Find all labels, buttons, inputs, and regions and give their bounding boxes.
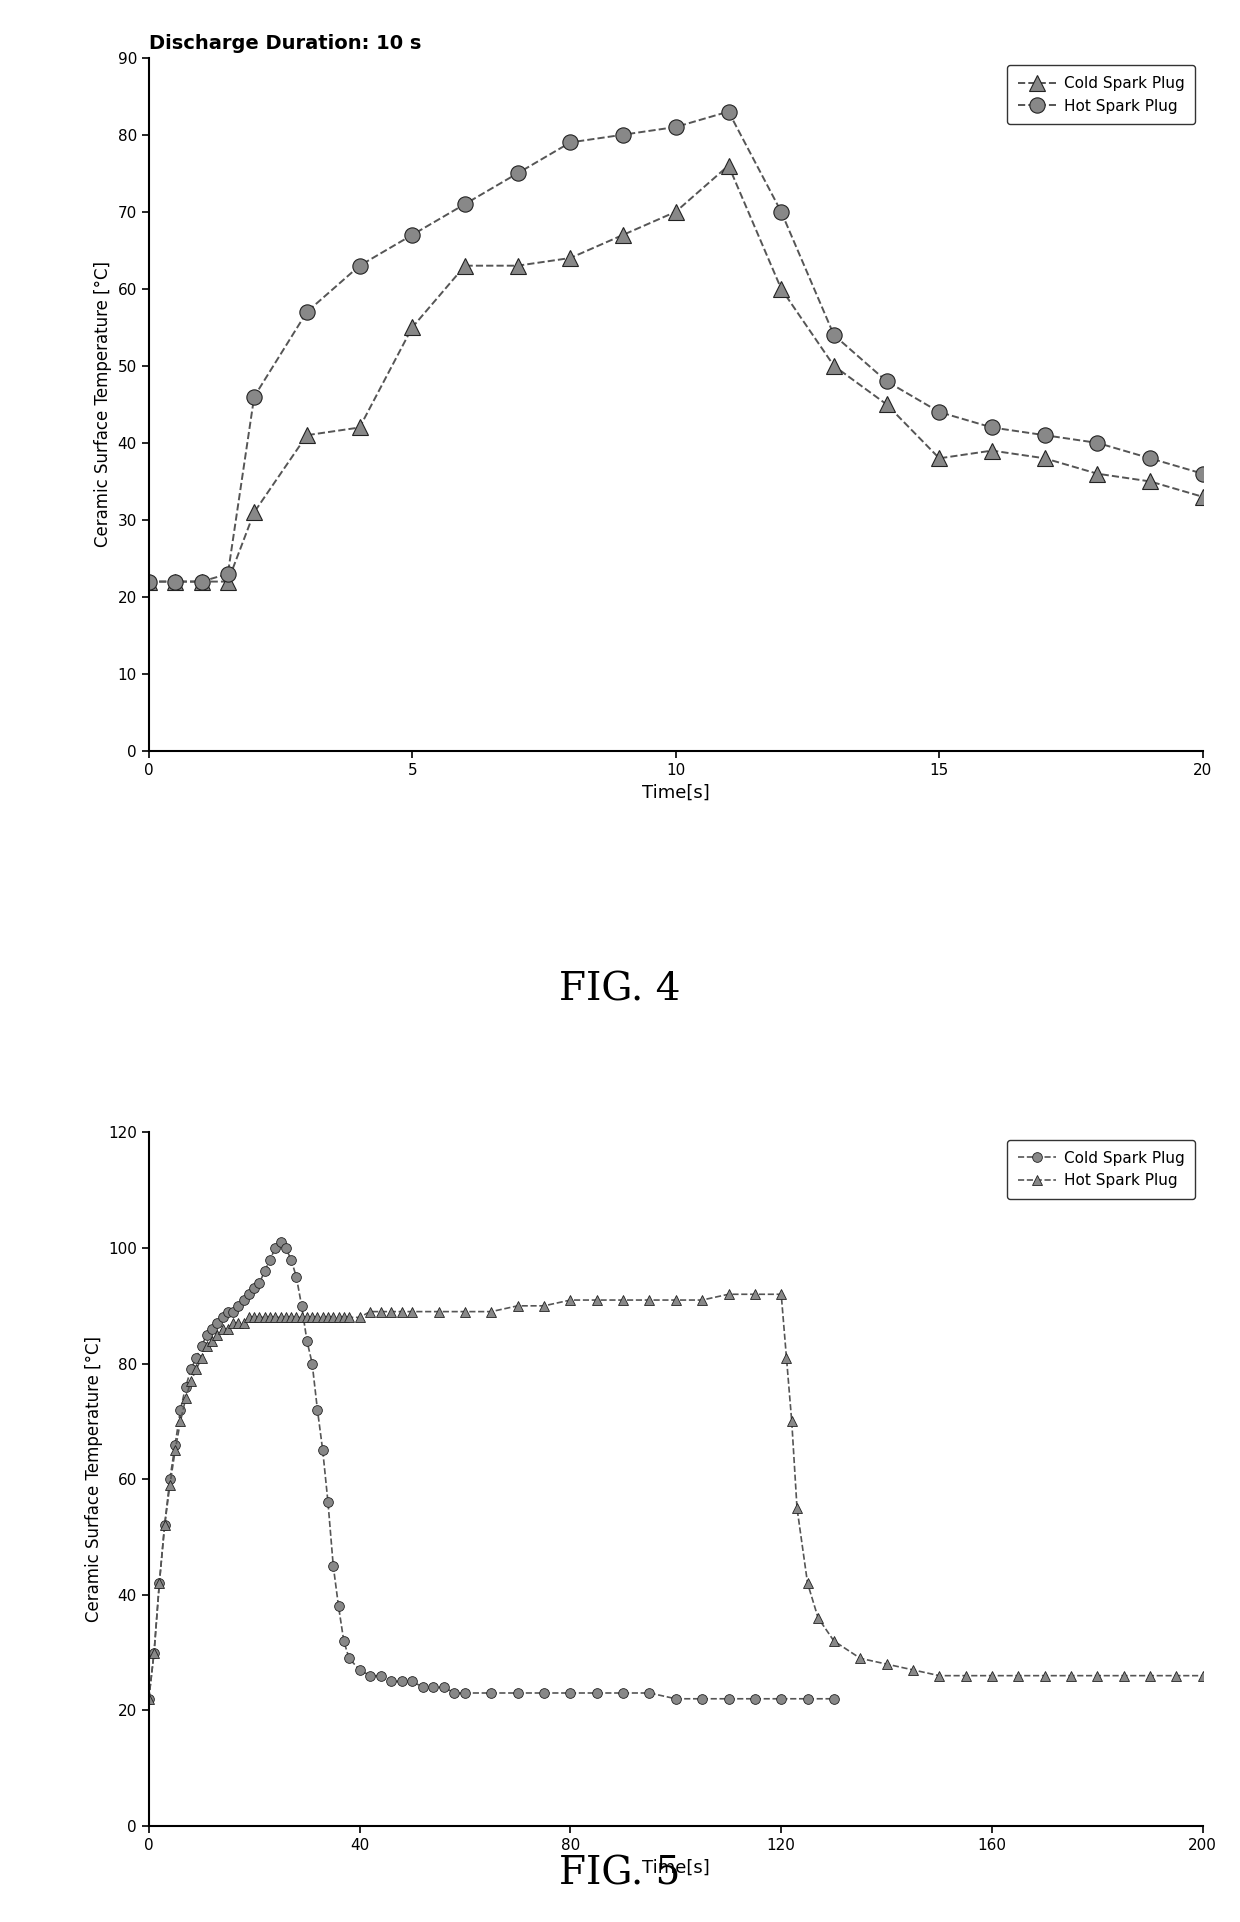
Hot Spark Plug (668, 115, 683, 138)
Hot Spark Plug (722, 1282, 737, 1305)
Hot Spark Plug (242, 1305, 257, 1328)
Legend: Cold Spark Plug, Hot Spark Plug: Cold Spark Plug, Hot Spark Plug (1007, 65, 1195, 125)
Hot Spark Plug (1037, 423, 1052, 446)
Hot Spark Plug (826, 323, 841, 346)
Cold Spark Plug (458, 254, 472, 277)
Cold Spark Plug (774, 277, 789, 300)
Hot Spark Plug (221, 563, 236, 586)
Text: Discharge Duration: 10 s: Discharge Duration: 10 s (149, 35, 422, 54)
Hot Spark Plug (141, 1688, 156, 1711)
Cold Spark Plug (826, 354, 841, 377)
Hot Spark Plug (458, 192, 472, 215)
X-axis label: Time[s]: Time[s] (642, 1859, 709, 1876)
Cold Spark Plug (932, 446, 947, 469)
Cold Spark Plug (310, 1399, 325, 1422)
Text: FIG. 4: FIG. 4 (559, 971, 681, 1009)
Cold Spark Plug (1037, 446, 1052, 469)
Hot Spark Plug (305, 1305, 320, 1328)
Hot Spark Plug (1195, 1664, 1210, 1688)
Cold Spark Plug (331, 1595, 346, 1618)
Y-axis label: Ceramic Surface Temperature [°C]: Ceramic Surface Temperature [°C] (94, 261, 112, 548)
Cold Spark Plug (384, 1670, 399, 1693)
Cold Spark Plug (284, 1247, 299, 1270)
Hot Spark Plug (774, 1282, 789, 1305)
Cold Spark Plug (511, 254, 526, 277)
Cold Spark Plug (184, 1357, 198, 1380)
Hot Spark Plug (252, 1305, 267, 1328)
Line: Cold Spark Plug: Cold Spark Plug (141, 158, 1210, 590)
Hot Spark Plug (352, 254, 367, 277)
Hot Spark Plug (932, 400, 947, 423)
Hot Spark Plug (1143, 446, 1158, 469)
Cold Spark Plug (1143, 469, 1158, 492)
Cold Spark Plug (404, 315, 419, 338)
Hot Spark Plug (616, 123, 631, 146)
Hot Spark Plug (193, 571, 208, 594)
Cold Spark Plug (1090, 461, 1105, 484)
Cold Spark Plug (221, 571, 236, 594)
Hot Spark Plug (247, 384, 262, 407)
Y-axis label: Ceramic Surface Temperature [°C]: Ceramic Surface Temperature [°C] (84, 1336, 103, 1622)
Cold Spark Plug (167, 571, 182, 594)
Hot Spark Plug (774, 200, 789, 223)
Hot Spark Plug (310, 1305, 325, 1328)
Hot Spark Plug (1195, 461, 1210, 484)
X-axis label: Time[s]: Time[s] (642, 784, 709, 801)
Cold Spark Plug (616, 223, 631, 246)
Cold Spark Plug (722, 154, 737, 177)
Text: FIG. 5: FIG. 5 (559, 1855, 681, 1893)
Cold Spark Plug (141, 571, 156, 594)
Hot Spark Plug (299, 300, 314, 323)
Cold Spark Plug (299, 423, 314, 446)
Hot Spark Plug (1090, 431, 1105, 454)
Hot Spark Plug (722, 100, 737, 123)
Line: Hot Spark Plug: Hot Spark Plug (141, 104, 1210, 590)
Cold Spark Plug (247, 502, 262, 525)
Hot Spark Plug (985, 415, 999, 438)
Cold Spark Plug (826, 1688, 841, 1711)
Cold Spark Plug (193, 571, 208, 594)
Line: Hot Spark Plug: Hot Spark Plug (144, 1290, 1208, 1703)
Hot Spark Plug (879, 369, 894, 392)
Cold Spark Plug (273, 1230, 288, 1253)
Cold Spark Plug (985, 438, 999, 461)
Cold Spark Plug (668, 200, 683, 223)
Legend: Cold Spark Plug, Hot Spark Plug: Cold Spark Plug, Hot Spark Plug (1007, 1140, 1195, 1199)
Cold Spark Plug (563, 246, 578, 269)
Cold Spark Plug (141, 1688, 156, 1711)
Cold Spark Plug (352, 415, 367, 438)
Hot Spark Plug (404, 223, 419, 246)
Cold Spark Plug (1195, 484, 1210, 507)
Hot Spark Plug (511, 161, 526, 185)
Cold Spark Plug (373, 1664, 388, 1688)
Hot Spark Plug (432, 1299, 446, 1322)
Cold Spark Plug (879, 392, 894, 415)
Hot Spark Plug (141, 571, 156, 594)
Line: Cold Spark Plug: Cold Spark Plug (144, 1238, 838, 1703)
Hot Spark Plug (167, 571, 182, 594)
Hot Spark Plug (563, 131, 578, 154)
